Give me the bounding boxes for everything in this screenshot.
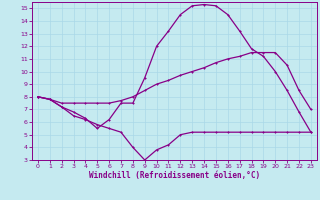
X-axis label: Windchill (Refroidissement éolien,°C): Windchill (Refroidissement éolien,°C) — [89, 171, 260, 180]
